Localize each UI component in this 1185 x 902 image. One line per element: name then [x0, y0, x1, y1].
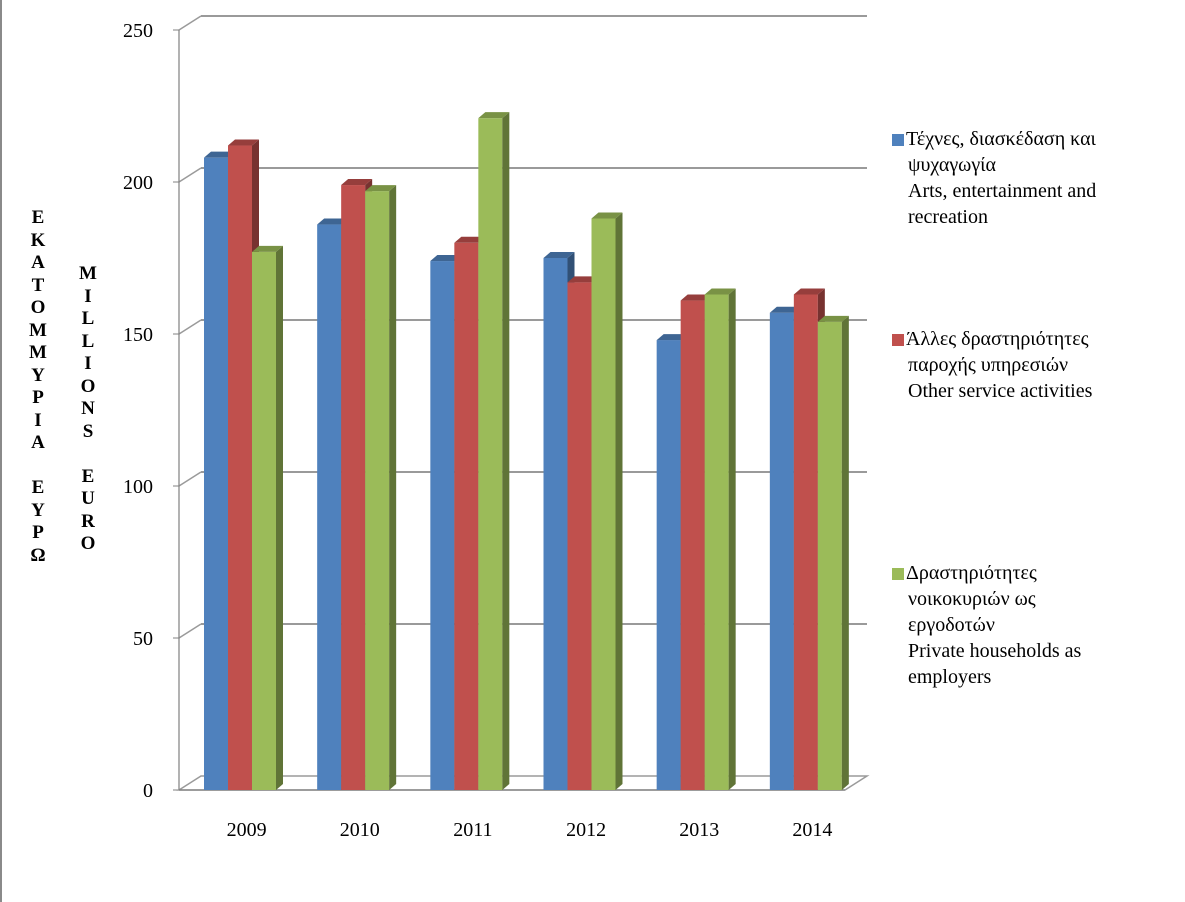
- x-tick-label: 2013: [679, 819, 719, 841]
- bar: [478, 112, 510, 790]
- y-tick-labels: 0 50 100 150 200 250: [123, 20, 153, 802]
- bar-front: [478, 118, 503, 790]
- bar-top: [478, 112, 510, 119]
- bar-top: [769, 306, 801, 313]
- gridline-depth: [178, 167, 202, 183]
- bar-front: [317, 224, 342, 790]
- gridlines: [178, 15, 867, 639]
- bar-front: [704, 294, 729, 790]
- y-tick-label: 150: [123, 324, 153, 346]
- bar: [704, 288, 736, 790]
- bar-top: [454, 236, 486, 243]
- gridline-depth: [178, 319, 202, 335]
- gridline-depth: [178, 471, 202, 487]
- bar-top: [228, 139, 259, 146]
- x-tick-label: 2009: [227, 819, 267, 841]
- x-tick-label: 2012: [566, 819, 606, 841]
- bar-top: [567, 276, 599, 283]
- bar-side: [276, 245, 283, 791]
- legend-text-other-en: Other service activities: [908, 380, 1093, 402]
- bar-front: [817, 321, 842, 790]
- gridline-depth: [178, 623, 202, 639]
- bar-top: [591, 212, 623, 219]
- legend-text-households-gr1: Δραστηριότητες: [906, 562, 1037, 584]
- bar-top: [817, 315, 849, 322]
- legend-swatch-other-services: [892, 334, 904, 346]
- bar-top: [317, 218, 349, 225]
- bar-side: [502, 112, 510, 790]
- x-tick-labels: 2009 2010 2011 2012 2013 2014: [227, 819, 833, 841]
- bar-top: [204, 151, 235, 158]
- legend-text-households-gr2: νοικοκυριών ως: [908, 588, 1036, 610]
- bar-front: [656, 340, 681, 790]
- bar-front: [454, 242, 479, 791]
- legend-text-arts-en1: Arts, entertainment and: [908, 180, 1097, 202]
- bar-top: [430, 255, 462, 262]
- y-tick-label: 50: [133, 628, 153, 650]
- bar-side: [728, 288, 736, 790]
- x-tick-label: 2011: [453, 819, 492, 841]
- bar-top: [656, 334, 688, 341]
- bar-top: [252, 245, 283, 252]
- legend-text-households-en2: employers: [908, 666, 992, 688]
- bar-front: [591, 218, 616, 791]
- bar-front: [769, 312, 794, 790]
- bar-top: [341, 179, 373, 186]
- bar-front: [204, 157, 228, 790]
- bar-front: [543, 258, 568, 790]
- bar: [591, 212, 623, 791]
- legend-text-other-gr1: Άλλες δραστηριότητες: [906, 328, 1089, 350]
- legend-text-households-en1: Private households as: [908, 640, 1082, 662]
- bar-front: [567, 282, 592, 790]
- legend-text-arts-gr2: ψυχαγωγία: [908, 154, 997, 176]
- x-tick-label: 2010: [340, 819, 380, 841]
- bar-top: [680, 294, 712, 301]
- legend-text-households-gr3: εργοδοτών: [908, 614, 995, 636]
- bar: [365, 185, 397, 790]
- bar-top: [704, 288, 736, 295]
- gridline-depth: [178, 15, 202, 31]
- bar-side: [841, 315, 849, 790]
- bar-front: [793, 294, 818, 790]
- bar-top: [365, 185, 397, 192]
- bar-front: [365, 191, 390, 790]
- legend-text-arts-en2: recreation: [908, 206, 988, 228]
- y-tick-label: 100: [123, 476, 153, 498]
- x-tick-label: 2014: [792, 819, 832, 841]
- legend-text-other-gr2: παροχής υπηρεσιών: [908, 354, 1069, 376]
- bar-side: [615, 212, 623, 791]
- bar: [252, 245, 283, 791]
- bar-front: [228, 145, 252, 790]
- y-tick-label: 200: [123, 172, 153, 194]
- page-left-border: [0, 0, 2, 902]
- y-tick-label: 0: [143, 780, 153, 802]
- bar-front: [430, 261, 455, 790]
- legend-swatch-arts: [892, 134, 904, 146]
- bars: [204, 112, 849, 791]
- bar-side: [389, 185, 397, 790]
- bar-top: [543, 252, 575, 258]
- bar-front: [341, 185, 366, 791]
- legend-text-arts-gr1: Τέχνες, διασκέδαση και: [906, 128, 1096, 150]
- bar-front: [680, 300, 705, 790]
- bar-top: [793, 288, 825, 295]
- bar-front: [252, 251, 276, 791]
- bar: [817, 315, 849, 790]
- legend-swatch-households: [892, 568, 904, 580]
- y-tick-label: 250: [123, 20, 153, 42]
